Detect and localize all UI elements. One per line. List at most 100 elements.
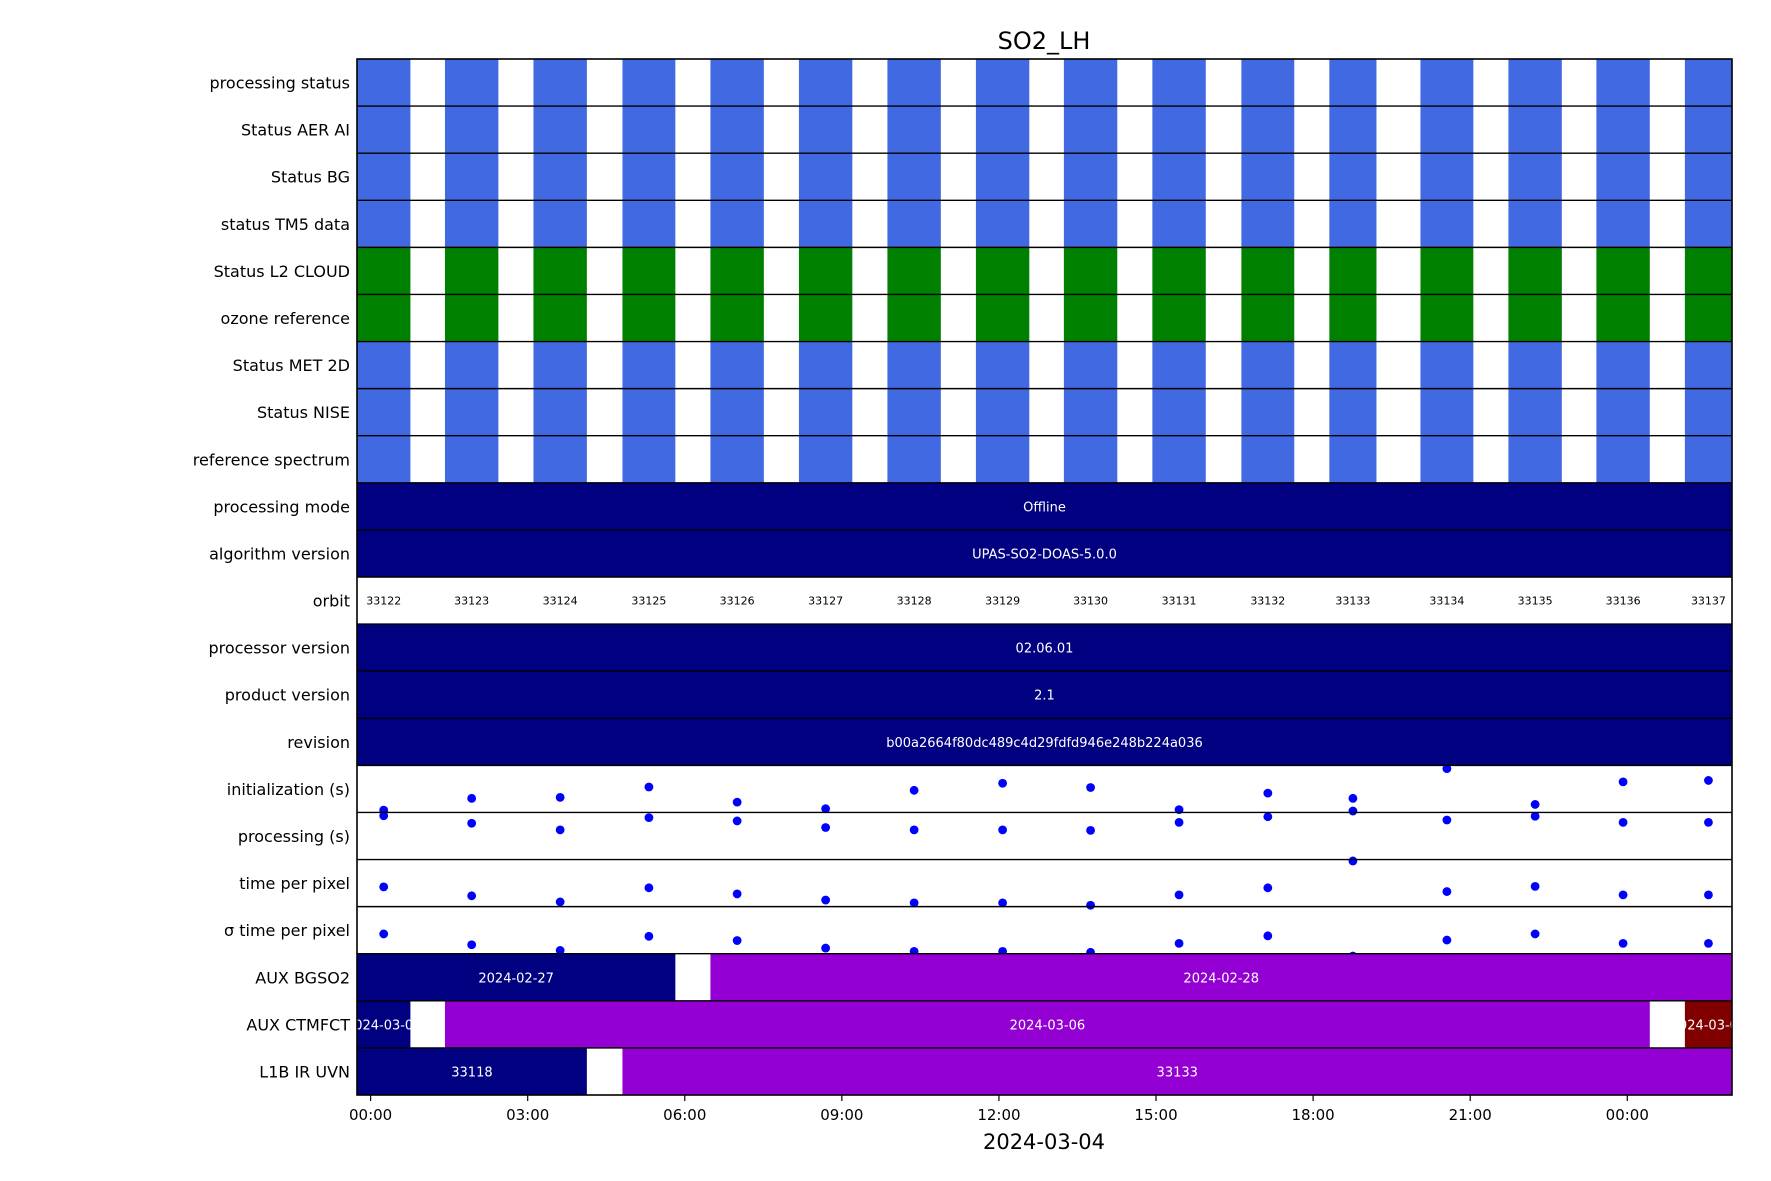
status-bar (1241, 435, 1295, 483)
status-bar (533, 247, 587, 295)
aux-block-label: 33118 (451, 1065, 492, 1080)
x-tick-label: 15:00 (1134, 1106, 1177, 1124)
data-point (1086, 900, 1095, 910)
status-bar (357, 294, 411, 342)
value-label: 02.06.01 (1016, 642, 1074, 657)
status-bar (357, 388, 411, 436)
data-point (379, 882, 389, 892)
data-point (555, 946, 565, 955)
status-bar (1063, 153, 1118, 201)
data-point (1174, 890, 1184, 900)
row-label-status-tm5-data: status TM5 data (221, 215, 350, 234)
status-bar (1152, 59, 1206, 107)
orbit-label: 33133 (1335, 595, 1370, 608)
status-bar (1063, 341, 1118, 389)
value-label: Offline (1023, 500, 1066, 515)
status-bar (622, 59, 676, 107)
status-bar (1684, 294, 1732, 342)
status-bar (1241, 153, 1295, 201)
orbit-label: 33127 (808, 595, 843, 608)
row-label-time-per-pixel: time per pixel (239, 874, 350, 893)
status-bar (1329, 200, 1377, 248)
orbit-label: 33123 (454, 595, 489, 608)
status-bar (1241, 341, 1295, 389)
status-bar (357, 106, 411, 154)
value-bar (357, 482, 1732, 530)
status-bar (1329, 247, 1377, 295)
status-bar (1152, 294, 1206, 342)
data-point (1442, 935, 1452, 945)
status-bar (1329, 106, 1377, 154)
status-bar (710, 341, 764, 389)
status-bar (1684, 388, 1732, 436)
status-bar (1241, 106, 1295, 154)
status-bar (1596, 200, 1650, 248)
data-point (732, 797, 742, 807)
status-bar (1329, 153, 1377, 201)
status-bar (1152, 153, 1206, 201)
status-bar (1420, 341, 1474, 389)
status-bar (622, 153, 676, 201)
status-bar (1063, 59, 1118, 107)
row-label-processing-status: processing status (210, 74, 350, 93)
status-bar (1241, 388, 1295, 436)
data-point (1086, 783, 1095, 792)
aux-block-label: 33133 (1157, 1065, 1198, 1080)
status-bar (1684, 247, 1732, 295)
data-point (644, 931, 654, 941)
status-bar (710, 388, 764, 436)
status-bar (798, 59, 853, 107)
aux-block (622, 1047, 1732, 1095)
data-point (1263, 788, 1273, 798)
aux-block-label: 2024-02-27 (478, 971, 554, 986)
data-point (1348, 806, 1358, 816)
status-bar (1420, 435, 1474, 483)
status-bar (1508, 247, 1562, 295)
row-label-product-version: product version (225, 686, 350, 705)
data-point (1086, 825, 1095, 835)
aux-block (444, 1000, 1650, 1048)
data-point (1174, 938, 1184, 948)
data-point (644, 883, 654, 893)
status-bar (1596, 247, 1650, 295)
status-bar (622, 294, 676, 342)
status-bar (1152, 106, 1206, 154)
status-bar (975, 200, 1030, 248)
status-bar (1329, 294, 1377, 342)
status-bar (1420, 294, 1474, 342)
aux-block (357, 1000, 411, 1048)
status-bar (887, 106, 941, 154)
data-point (1348, 793, 1358, 803)
data-point (1442, 887, 1452, 896)
orbit-label: 33124 (543, 595, 578, 608)
value-bar (357, 624, 1732, 672)
row-label-orbit: orbit (313, 592, 350, 611)
data-point (1530, 881, 1540, 891)
status-bar (798, 435, 853, 483)
status-bar (975, 388, 1030, 436)
status-bar (710, 106, 764, 154)
status-bar (1508, 106, 1562, 154)
data-point (1618, 817, 1628, 827)
status-bar (1420, 153, 1474, 201)
status-bar (357, 59, 411, 107)
data-point (1704, 890, 1713, 900)
orbit-label: 33126 (720, 595, 755, 608)
x-tick-label: 12:00 (977, 1106, 1020, 1124)
status-bar (1596, 153, 1650, 201)
status-bar (357, 153, 411, 201)
status-bar (887, 294, 941, 342)
status-bar (887, 388, 941, 436)
row-label-status-nise: Status NISE (257, 403, 350, 422)
status-bar (1684, 106, 1732, 154)
status-bar (710, 294, 764, 342)
data-point (821, 895, 831, 905)
row-label-processing-mode: processing mode (213, 497, 350, 516)
x-tick-label: 06:00 (663, 1106, 706, 1124)
status-bar (975, 247, 1030, 295)
orbit-label: 33122 (366, 595, 401, 608)
status-bar (1508, 294, 1562, 342)
data-point (379, 929, 389, 939)
status-bar (975, 59, 1030, 107)
status-bar (975, 153, 1030, 201)
